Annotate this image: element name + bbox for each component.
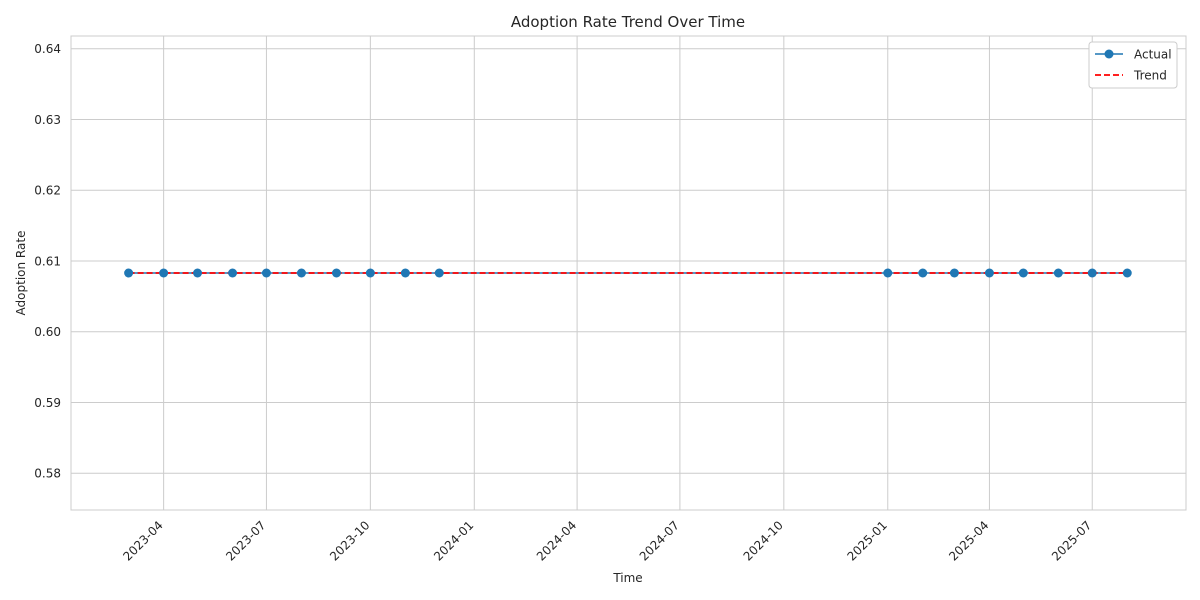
x-tick-label: 2024-10 [741,518,786,563]
y-tick-label: 0.64 [34,42,61,56]
legend: Actual Trend [1088,41,1178,89]
data-point-actual [1018,268,1028,278]
y-axis-label: Adoption Rate [14,231,28,316]
data-point-actual [984,268,994,278]
x-tick-label: 2023-07 [223,518,268,563]
legend-label-actual: Actual [1134,48,1172,62]
plot-frame [70,35,1187,511]
x-tick-label: 2023-10 [327,518,372,563]
y-tick-label: 0.63 [34,113,61,127]
data-point-actual [261,268,271,278]
data-point-actual [1087,268,1097,278]
data-point-actual [228,268,238,278]
data-point-actual [918,268,928,278]
y-tick-label: 0.61 [34,254,61,268]
legend-label-trend: Trend [1133,69,1167,83]
legend-marker-actual [1104,49,1114,59]
y-tick-label: 0.60 [34,325,61,339]
chart-title: Adoption Rate Trend Over Time [511,13,745,31]
x-tick-label: 2024-01 [431,518,476,563]
y-tick-label: 0.62 [34,184,61,198]
data-point-actual [331,268,341,278]
data-point-actual [124,268,134,278]
x-tick-label: 2023-04 [120,518,165,563]
x-tick-label: 2025-01 [845,518,890,563]
data-point-actual [296,268,306,278]
x-tick-label: 2024-07 [637,518,682,563]
data-point-actual [159,268,169,278]
y-tick-labels: 0.58 0.59 0.60 0.61 0.62 0.63 0.64 [34,42,61,480]
x-axis-label: Time [612,571,642,585]
data-point-actual [193,268,203,278]
data-point-actual [400,268,410,278]
data-point-actual [1053,268,1063,278]
data-point-actual [365,268,375,278]
data-point-actual [883,268,893,278]
x-tick-label: 2024-04 [534,518,579,563]
data-point-actual [949,268,959,278]
data-point-actual [434,268,444,278]
x-tick-label: 2025-07 [1049,518,1094,563]
y-tick-label: 0.59 [34,396,61,410]
x-tick-label: 2025-04 [946,518,991,563]
y-tick-label: 0.58 [34,467,61,481]
series-group [124,268,1132,278]
x-tick-labels: 2023-04 2023-07 2023-10 2024-01 2024-04 2024-… [120,518,1094,563]
data-point-actual [1122,268,1132,278]
